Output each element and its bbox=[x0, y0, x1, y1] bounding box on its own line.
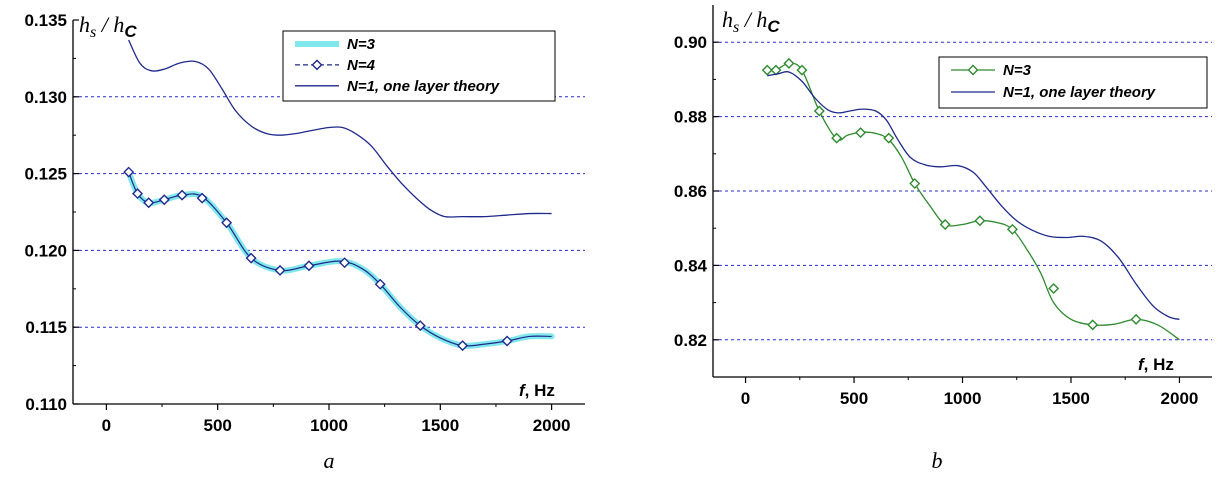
series-marker bbox=[813, 105, 825, 117]
series-marker bbox=[158, 194, 170, 206]
legend-label: N=1, one layer theory bbox=[1003, 84, 1156, 101]
series-marker bbox=[374, 278, 386, 290]
series-line-n1 bbox=[767, 70, 1180, 320]
series-marker bbox=[831, 132, 843, 144]
series-marker bbox=[339, 257, 351, 269]
legend-label: N=3 bbox=[347, 36, 376, 53]
series-marker bbox=[303, 260, 315, 272]
series-line-n3 bbox=[125, 169, 555, 349]
series-marker bbox=[939, 218, 951, 230]
series-marker bbox=[132, 188, 144, 200]
legend-marker bbox=[967, 64, 979, 76]
series-marker bbox=[457, 340, 469, 352]
panel-label: b bbox=[932, 448, 943, 473]
y-tick-label: 0.130 bbox=[24, 88, 67, 107]
x-axis-title: f, Hz bbox=[519, 381, 555, 400]
series-marker bbox=[974, 215, 986, 227]
series-marker bbox=[274, 264, 286, 276]
series-marker bbox=[196, 192, 208, 204]
x-tick-label: 1000 bbox=[944, 389, 982, 408]
series-marker bbox=[501, 335, 513, 347]
legend: N=3 N=4 N=1, one layer theory bbox=[282, 30, 556, 102]
x-tick-label: 0 bbox=[102, 416, 111, 435]
chart-panel-a: 0.110 0.115 0.120 0.125 0.130 0.135 0 500 1000 15… bbox=[24, 11, 585, 473]
legend-label: N=1, one layer theory bbox=[347, 78, 500, 95]
series-marker bbox=[783, 57, 795, 69]
series-marker bbox=[245, 252, 257, 264]
series-marker bbox=[1048, 282, 1060, 294]
series-marker bbox=[883, 132, 895, 144]
x-tick-label: 0 bbox=[741, 389, 750, 408]
series-marker bbox=[761, 64, 773, 76]
y-tick-label: 0.90 bbox=[674, 33, 707, 52]
series-marker bbox=[221, 217, 233, 229]
x-axis-title: f, Hz bbox=[1138, 355, 1174, 374]
y-tick-label: 0.135 bbox=[24, 11, 67, 30]
series-marker bbox=[1006, 223, 1018, 235]
series-marker bbox=[176, 189, 188, 201]
y-tick-label: 0.110 bbox=[25, 395, 67, 414]
series-marker bbox=[796, 64, 808, 76]
y-axis-title: hs / hC bbox=[79, 12, 137, 41]
series-marker bbox=[123, 166, 135, 178]
y-axis-title: hs / hC bbox=[722, 7, 780, 36]
series-marker bbox=[909, 178, 921, 190]
legend: N=3 N=1, one layer theory bbox=[938, 56, 1208, 109]
panel-label: a bbox=[324, 448, 335, 473]
x-tick-label: 500 bbox=[204, 416, 232, 435]
chart-panel-b: 0.820.840.860.880.900 500 1000 1500 2000N=3N… bbox=[674, 5, 1212, 473]
legend-label: N=3 bbox=[1003, 62, 1032, 79]
y-tick-label: 0.88 bbox=[674, 108, 707, 127]
legend-marker bbox=[311, 59, 323, 71]
x-tick-label: 500 bbox=[840, 389, 868, 408]
x-tick-label: 2000 bbox=[1161, 389, 1199, 408]
x-tick-label: 1500 bbox=[421, 416, 459, 435]
x-tick-label: 1000 bbox=[310, 416, 348, 435]
y-tick-label: 0.84 bbox=[674, 256, 708, 275]
y-tick-label: 0.120 bbox=[24, 241, 67, 260]
series-line-n4 bbox=[128, 171, 552, 347]
series-marker bbox=[855, 127, 867, 139]
series-marker bbox=[1087, 319, 1099, 331]
y-tick-label: 0.115 bbox=[25, 318, 67, 337]
y-tick-label: 0.86 bbox=[674, 182, 707, 201]
series-marker bbox=[143, 197, 155, 209]
x-tick-label: 2000 bbox=[533, 416, 571, 435]
series-marker bbox=[414, 320, 426, 332]
legend-box bbox=[938, 56, 1208, 109]
series-marker bbox=[1130, 313, 1142, 325]
y-tick-label: 0.125 bbox=[24, 165, 67, 184]
legend-label: N=4 bbox=[347, 57, 376, 74]
x-tick-label: 1500 bbox=[1052, 389, 1090, 408]
series-line-n1 bbox=[128, 39, 552, 218]
y-tick-label: 0.82 bbox=[674, 331, 707, 350]
